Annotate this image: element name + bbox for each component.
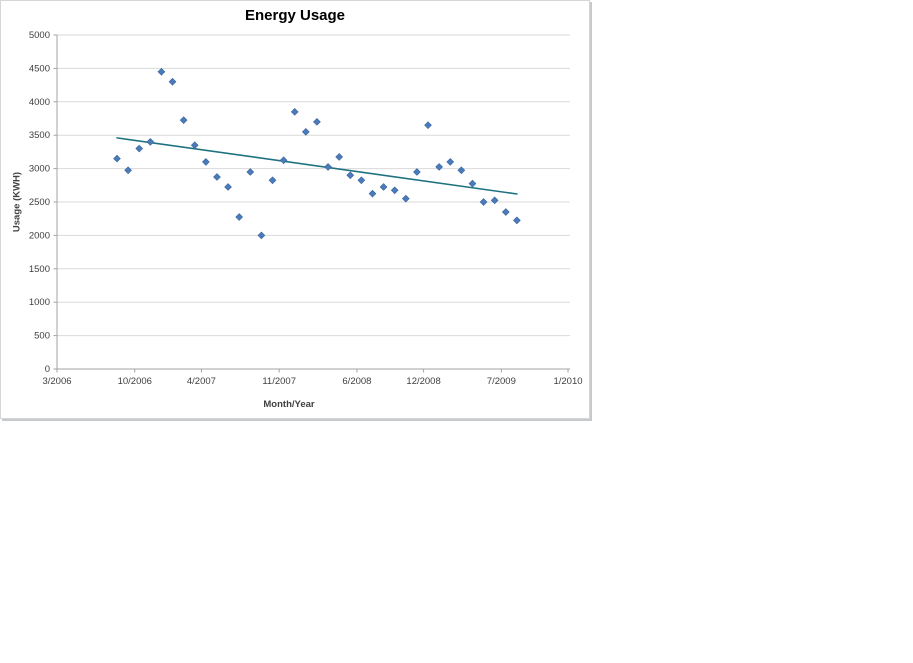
x-tick-label: 3/2006 xyxy=(42,376,71,387)
y-tick-label: 3000 xyxy=(29,164,50,175)
data-point-marker xyxy=(313,118,321,126)
data-point-marker xyxy=(324,163,332,171)
data-point-marker xyxy=(368,189,377,198)
data-point-marker xyxy=(357,176,366,185)
x-tick-label: 1/2010 xyxy=(553,376,582,387)
data-point-marker xyxy=(168,77,177,86)
data-point-marker xyxy=(290,107,299,116)
y-tick-label: 0 xyxy=(45,364,50,375)
chart-object[interactable]: Energy Usage 0 500 1000 1500 2000 2500 3000 350… xyxy=(0,0,590,419)
data-point-marker xyxy=(224,183,232,191)
data-point-marker xyxy=(468,179,477,188)
data-point-marker xyxy=(235,213,244,221)
data-point-marker xyxy=(202,158,210,166)
x-tick-label: 7/2009 xyxy=(487,376,516,387)
y-tick-label: 2500 xyxy=(29,197,50,208)
data-point-marker xyxy=(457,166,466,175)
data-point-marker xyxy=(146,138,155,146)
y-tick-label: 500 xyxy=(34,331,50,342)
data-point-marker xyxy=(268,176,277,185)
data-point-marker xyxy=(135,144,144,153)
y-axis-title: Usage (KWH) xyxy=(11,171,23,233)
x-tick-label: 6/2008 xyxy=(342,376,371,387)
data-point-marker xyxy=(124,166,132,175)
data-point-marker xyxy=(157,67,166,76)
data-point-marker xyxy=(179,116,188,124)
data-point-marker xyxy=(213,173,221,181)
trendline xyxy=(116,137,518,195)
y-tick-label: 1500 xyxy=(29,264,50,275)
y-tick-label: 2000 xyxy=(29,230,50,241)
data-point-marker xyxy=(257,231,266,240)
y-tick-label: 3500 xyxy=(29,130,50,141)
data-point-marker xyxy=(424,121,432,130)
x-tick-label: 4/2007 xyxy=(187,376,216,387)
x-tick-label: 11/2007 xyxy=(262,376,296,387)
data-point-marker xyxy=(490,196,499,205)
data-point-marker xyxy=(479,198,488,206)
data-point-marker xyxy=(190,141,199,150)
y-tick-label: 4000 xyxy=(29,97,50,108)
y-tick-label: 1000 xyxy=(29,297,50,308)
data-point-marker xyxy=(279,156,288,165)
x-tick-label: 10/2006 xyxy=(118,376,152,387)
data-point-marker xyxy=(413,168,421,176)
y-tick-label: 4500 xyxy=(29,63,50,74)
data-point-marker xyxy=(401,194,410,203)
data-point-marker xyxy=(435,163,443,171)
data-point-marker xyxy=(513,216,521,225)
data-point-marker xyxy=(302,128,310,136)
data-point-marker xyxy=(346,171,355,180)
y-tick-label: 5000 xyxy=(29,30,50,41)
data-point-marker xyxy=(390,186,399,195)
data-point-marker xyxy=(113,154,121,163)
data-point-marker xyxy=(501,208,510,216)
x-tick-label: 12/2008 xyxy=(406,376,440,387)
chart-title: Energy Usage xyxy=(244,7,346,24)
x-axis-title: Month/Year xyxy=(263,399,315,410)
plot-area: 0 500 1000 1500 2000 2500 3000 3500 4000 4500 5000… xyxy=(29,30,583,387)
data-point-marker xyxy=(446,158,455,166)
data-point-marker xyxy=(335,153,343,161)
data-point-marker xyxy=(246,168,255,176)
data-point-marker xyxy=(379,183,388,191)
